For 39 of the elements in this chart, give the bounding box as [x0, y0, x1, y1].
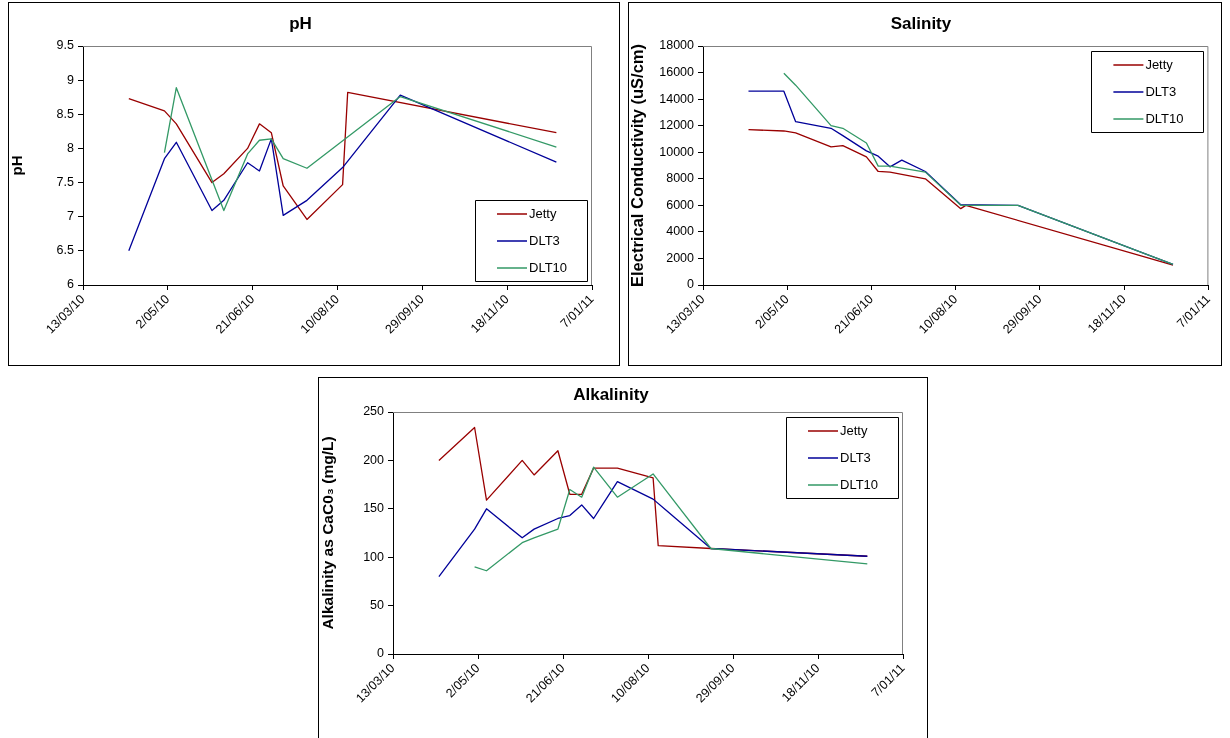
y-tick-label: 8: [67, 140, 75, 155]
y-tick-label: 8.5: [56, 106, 75, 121]
y-tick-label: 150: [363, 501, 385, 516]
y-tick-label: 14000: [659, 91, 695, 106]
legend-label: DLT3: [840, 449, 871, 465]
y-tick-label: 10000: [659, 144, 695, 159]
y-tick-label: 8000: [666, 171, 695, 186]
y-axis-title: Alkalinity as CaC0₃ (mg/L): [318, 436, 336, 630]
y-tick-label: 200: [363, 452, 385, 467]
y-axis-title: pH: [8, 155, 26, 176]
chart-title: pH: [289, 13, 312, 33]
y-axis-title: Electrical Conductivity (uS/cm): [628, 44, 647, 287]
y-tick-label: 16000: [659, 65, 695, 80]
y-tick-label: 7.5: [56, 175, 75, 190]
legend-label: DLT10: [840, 476, 879, 492]
legend-label: Jetty: [1145, 56, 1174, 72]
y-tick-label: 9: [67, 72, 75, 87]
legend-label: DLT10: [1145, 110, 1184, 126]
legend-label: DLT3: [529, 232, 560, 248]
y-tick-label: 4000: [666, 224, 695, 239]
y-tick-label: 2000: [666, 250, 695, 265]
y-tick-label: 9.5: [56, 38, 75, 53]
y-tick-label: 18000: [659, 38, 695, 53]
y-tick-label: 12000: [659, 118, 695, 133]
y-tick-label: 100: [363, 549, 385, 564]
chart-title: Alkalinity: [573, 384, 650, 404]
legend-label: Jetty: [529, 205, 557, 221]
legend-label: Jetty: [840, 422, 868, 438]
chart-title: Salinity: [890, 13, 952, 33]
y-tick-label: 250: [363, 404, 385, 419]
legend-label: DLT3: [1145, 83, 1177, 99]
y-tick-label: 50: [370, 598, 385, 613]
y-tick-label: 6000: [666, 197, 695, 212]
y-tick-label: 6.5: [56, 243, 75, 258]
y-tick-label: 6: [67, 277, 75, 292]
y-tick-label: 0: [687, 277, 695, 292]
y-tick-label: 0: [377, 646, 385, 661]
y-tick-label: 7: [67, 209, 75, 224]
legend-label: DLT10: [529, 259, 568, 275]
